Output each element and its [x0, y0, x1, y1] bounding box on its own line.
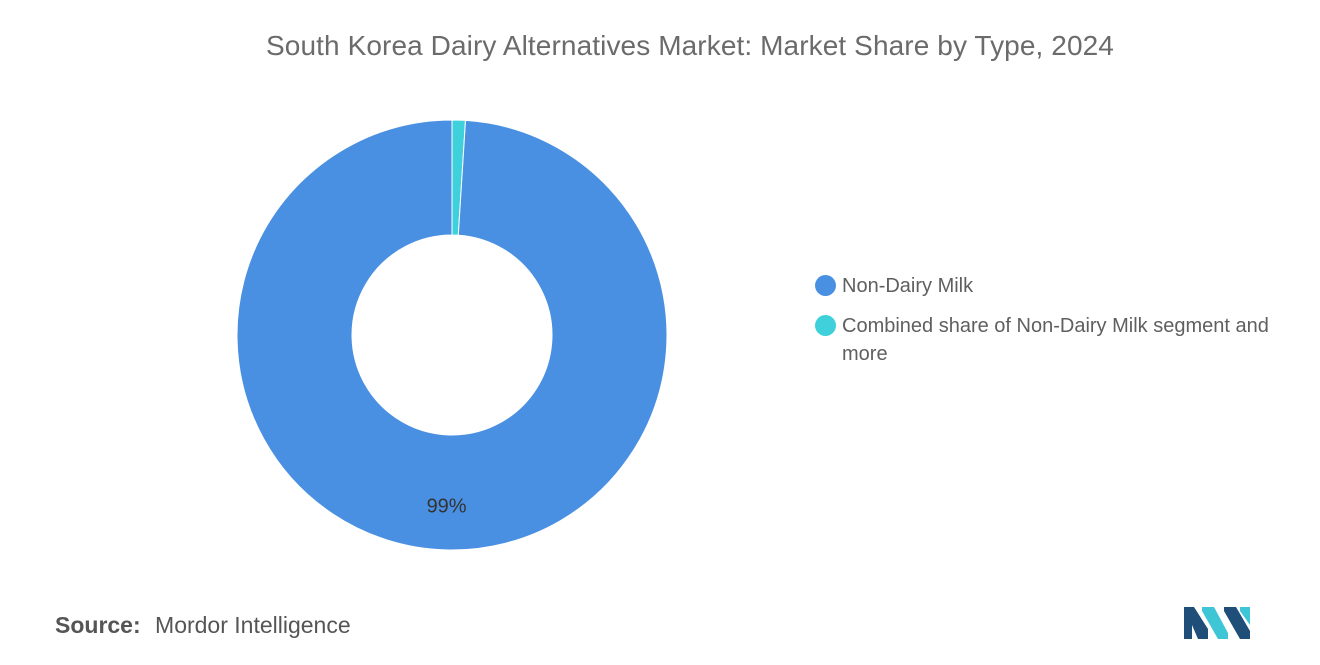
legend: Non-Dairy Milk Combined share of Non-Dai…: [815, 272, 1295, 380]
legend-swatch-non-dairy-milk: [815, 275, 836, 296]
legend-label-non-dairy-milk: Non-Dairy Milk: [842, 275, 974, 297]
source-note: Source: Mordor Intelligence: [55, 612, 351, 639]
logo-shape-right-bar: [1240, 607, 1250, 625]
logo-shape-right: [1224, 607, 1250, 639]
logo-shape-left: [1184, 607, 1208, 639]
source-text: Mordor Intelligence: [155, 612, 351, 638]
legend-item-non-dairy-milk: Non-Dairy Milk: [815, 272, 1295, 300]
donut-slice-0: [236, 119, 668, 551]
legend-label-combined-share: Combined share of Non-Dairy Milk segment…: [842, 315, 1269, 365]
logo-shape-middle: [1202, 607, 1228, 639]
legend-item-combined-share: Combined share of Non-Dairy Milk segment…: [815, 312, 1295, 368]
mordor-intelligence-logo-icon: [1184, 607, 1250, 639]
donut-slice-label-0: 99%: [427, 496, 467, 518]
chart-title: South Korea Dairy Alternatives Market: M…: [266, 30, 1114, 61]
source-label: Source:: [55, 612, 141, 638]
legend-swatch-combined-share: [815, 315, 836, 336]
